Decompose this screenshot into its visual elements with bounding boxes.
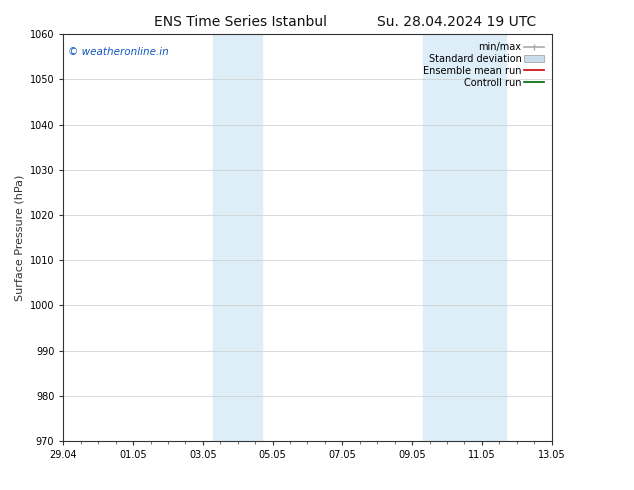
Legend: min/max, Standard deviation, Ensemble mean run, Controll run: min/max, Standard deviation, Ensemble me… [420, 39, 547, 91]
Text: © weatheronline.in: © weatheronline.in [68, 47, 169, 56]
Y-axis label: Surface Pressure (hPa): Surface Pressure (hPa) [14, 174, 24, 301]
Bar [422, 34, 506, 441]
Text: Su. 28.04.2024 19 UTC: Su. 28.04.2024 19 UTC [377, 15, 536, 29]
Text: ENS Time Series Istanbul: ENS Time Series Istanbul [155, 15, 327, 29]
Bar [213, 34, 262, 441]
